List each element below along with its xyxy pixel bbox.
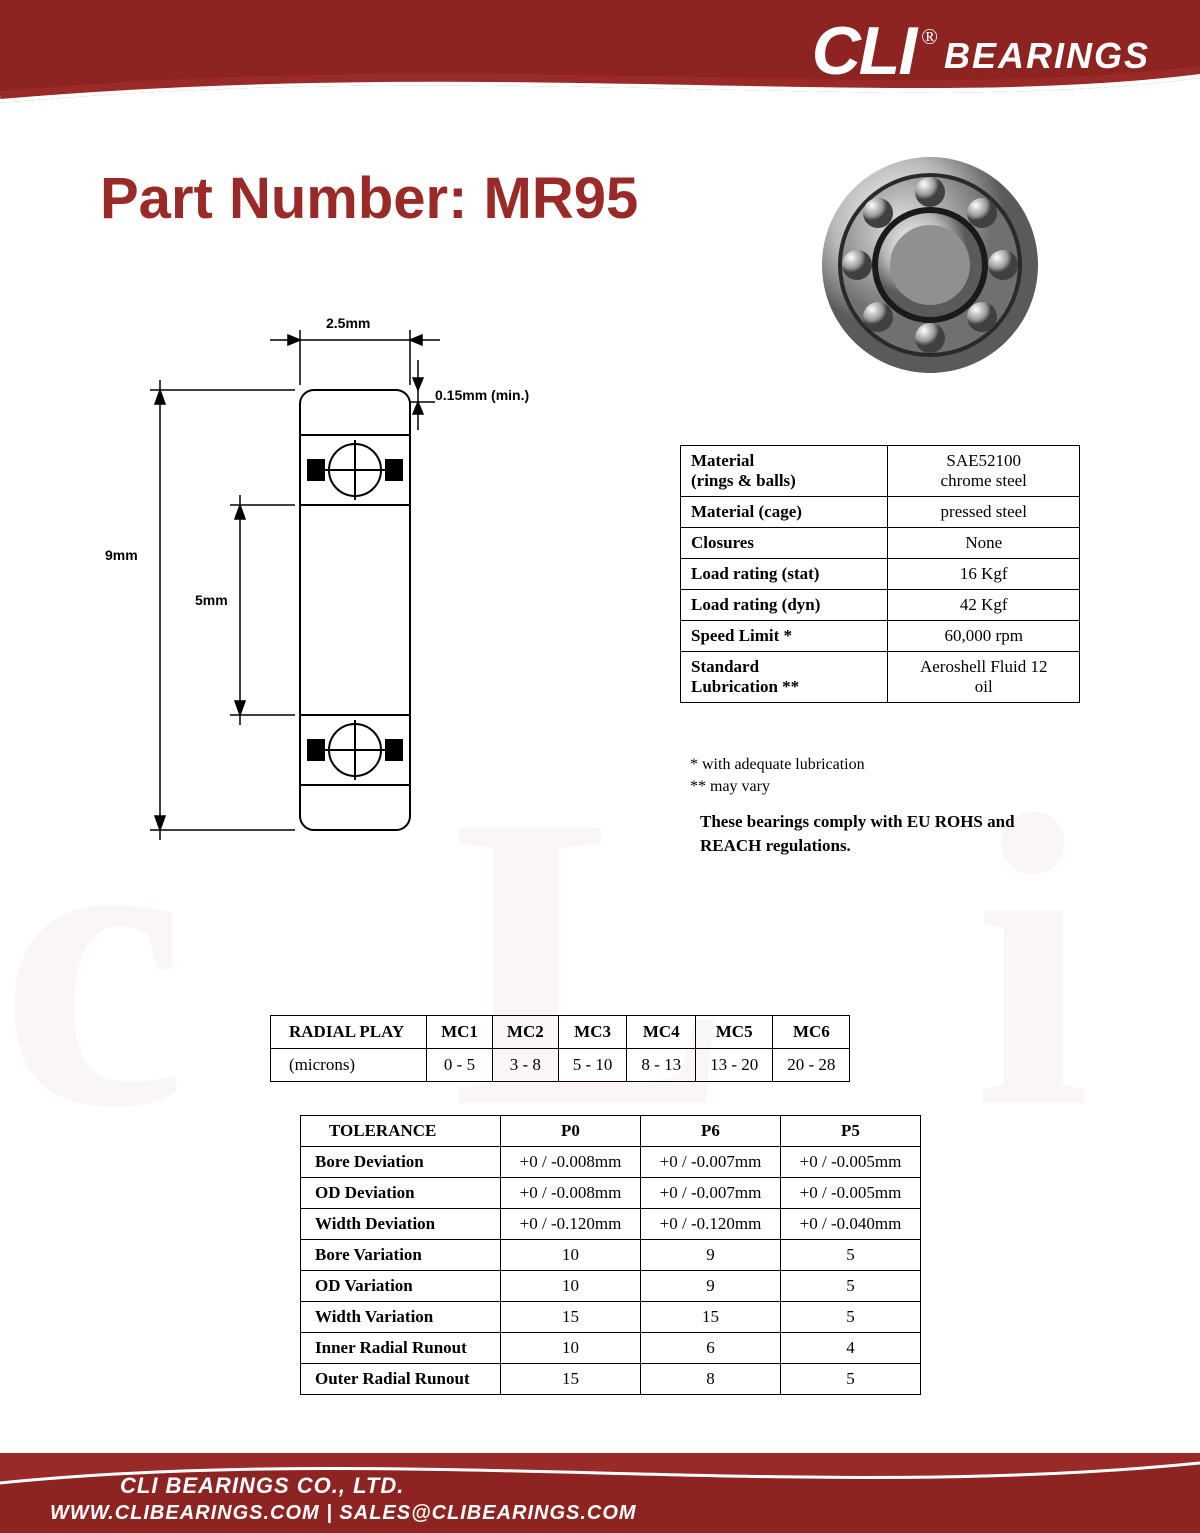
tol-label: Width Variation <box>301 1302 501 1333</box>
tol-value: 15 <box>641 1302 781 1333</box>
tol-value: +0 / -0.040mm <box>781 1209 921 1240</box>
spec-label: Speed Limit * <box>681 621 888 652</box>
spec-value: 60,000 rpm <box>888 621 1080 652</box>
tol-label: OD Deviation <box>301 1178 501 1209</box>
tol-value: +0 / -0.008mm <box>501 1147 641 1178</box>
tol-label: Bore Deviation <box>301 1147 501 1178</box>
spec-table: Material(rings & balls)SAE52100chrome st… <box>680 445 1080 703</box>
spec-value: None <box>888 528 1080 559</box>
tol-value: 5 <box>781 1364 921 1395</box>
radial-title: RADIAL PLAY <box>271 1016 427 1049</box>
spec-label: Material(rings & balls) <box>681 446 888 497</box>
tolerance-table: TOLERANCEP0P6P5 Bore Deviation+0 / -0.008… <box>300 1115 921 1395</box>
radial-value: 0 - 5 <box>427 1049 493 1082</box>
spec-value: 42 Kgf <box>888 590 1080 621</box>
radial-play-table: RADIAL PLAYMC1MC2MC3MC4MC5MC6 (microns)0… <box>270 1015 850 1082</box>
tol-value: 4 <box>781 1333 921 1364</box>
tol-value: 9 <box>641 1240 781 1271</box>
tol-header: TOLERANCE <box>301 1116 501 1147</box>
radial-value: 13 - 20 <box>696 1049 773 1082</box>
note-2: ** may vary <box>690 776 865 798</box>
tol-value: 15 <box>501 1364 641 1395</box>
spec-value: Aeroshell Fluid 12oil <box>888 652 1080 703</box>
spec-label: StandardLubrication ** <box>681 652 888 703</box>
tol-value: +0 / -0.007mm <box>641 1178 781 1209</box>
note-1: * with adequate lubrication <box>690 754 865 776</box>
tol-value: 6 <box>641 1333 781 1364</box>
tol-label: OD Variation <box>301 1271 501 1302</box>
radial-value: 5 - 10 <box>558 1049 627 1082</box>
tol-header: P6 <box>641 1116 781 1147</box>
tol-value: +0 / -0.005mm <box>781 1178 921 1209</box>
cross-section-diagram: 2.5mm 0.15mm (min.) 9mm 5mm <box>90 300 530 860</box>
spec-label: Closures <box>681 528 888 559</box>
dim-chamfer: 0.15mm (min.) <box>435 387 529 403</box>
tol-value: 10 <box>501 1333 641 1364</box>
tol-value: 10 <box>501 1240 641 1271</box>
tol-value: 5 <box>781 1302 921 1333</box>
footer-company: CLI BEARINGS CO., LTD. <box>120 1473 404 1499</box>
tol-value: +0 / -0.120mm <box>641 1209 781 1240</box>
tol-label: Outer Radial Runout <box>301 1364 501 1395</box>
spec-value: pressed steel <box>888 497 1080 528</box>
spec-value: SAE52100chrome steel <box>888 446 1080 497</box>
header-band: CLI ® BEARINGS <box>0 0 1200 120</box>
tol-label: Width Deviation <box>301 1209 501 1240</box>
brand-logo: CLI ® BEARINGS <box>812 12 1150 90</box>
radial-value: 3 - 8 <box>492 1049 558 1082</box>
tol-label: Bore Variation <box>301 1240 501 1271</box>
footer-contact: WWW.CLIBEARINGS.COM | SALES@CLIBEARINGS.… <box>50 1502 637 1525</box>
spec-label: Material (cage) <box>681 497 888 528</box>
logo-cli-text: CLI <box>812 12 916 90</box>
tol-label: Inner Radial Runout <box>301 1333 501 1364</box>
tol-value: 15 <box>501 1302 641 1333</box>
tol-value: 5 <box>781 1240 921 1271</box>
tol-value: 10 <box>501 1271 641 1302</box>
tol-value: 5 <box>781 1271 921 1302</box>
radial-value: 20 - 28 <box>773 1049 850 1082</box>
tol-value: +0 / -0.120mm <box>501 1209 641 1240</box>
compliance-text: These bearings comply with EU ROHS and R… <box>700 810 1080 858</box>
radial-col: MC1 <box>427 1016 493 1049</box>
dim-width: 2.5mm <box>326 315 370 331</box>
logo-bearings-text: BEARINGS <box>944 35 1150 77</box>
spec-label: Load rating (stat) <box>681 559 888 590</box>
logo-registered: ® <box>921 24 938 50</box>
radial-col: MC5 <box>696 1016 773 1049</box>
dim-od: 9mm <box>105 547 138 563</box>
tol-value: +0 / -0.005mm <box>781 1147 921 1178</box>
radial-col: MC4 <box>627 1016 696 1049</box>
spec-notes: * with adequate lubrication ** may vary <box>690 754 865 799</box>
tol-header: P0 <box>501 1116 641 1147</box>
page-title: Part Number: MR95 <box>100 165 638 232</box>
radial-value: 8 - 13 <box>627 1049 696 1082</box>
spec-value: 16 Kgf <box>888 559 1080 590</box>
radial-unit: (microns) <box>271 1049 427 1082</box>
tol-value: 9 <box>641 1271 781 1302</box>
bearing-photo <box>815 150 1045 380</box>
tol-value: +0 / -0.008mm <box>501 1178 641 1209</box>
footer-band: CLI BEARINGS CO., LTD. WWW.CLIBEARINGS.C… <box>0 1453 1200 1533</box>
spec-label: Load rating (dyn) <box>681 590 888 621</box>
radial-col: MC3 <box>558 1016 627 1049</box>
radial-col: MC6 <box>773 1016 850 1049</box>
tol-value: +0 / -0.007mm <box>641 1147 781 1178</box>
tol-value: 8 <box>641 1364 781 1395</box>
radial-col: MC2 <box>492 1016 558 1049</box>
tol-header: P5 <box>781 1116 921 1147</box>
dim-bore: 5mm <box>195 592 228 608</box>
